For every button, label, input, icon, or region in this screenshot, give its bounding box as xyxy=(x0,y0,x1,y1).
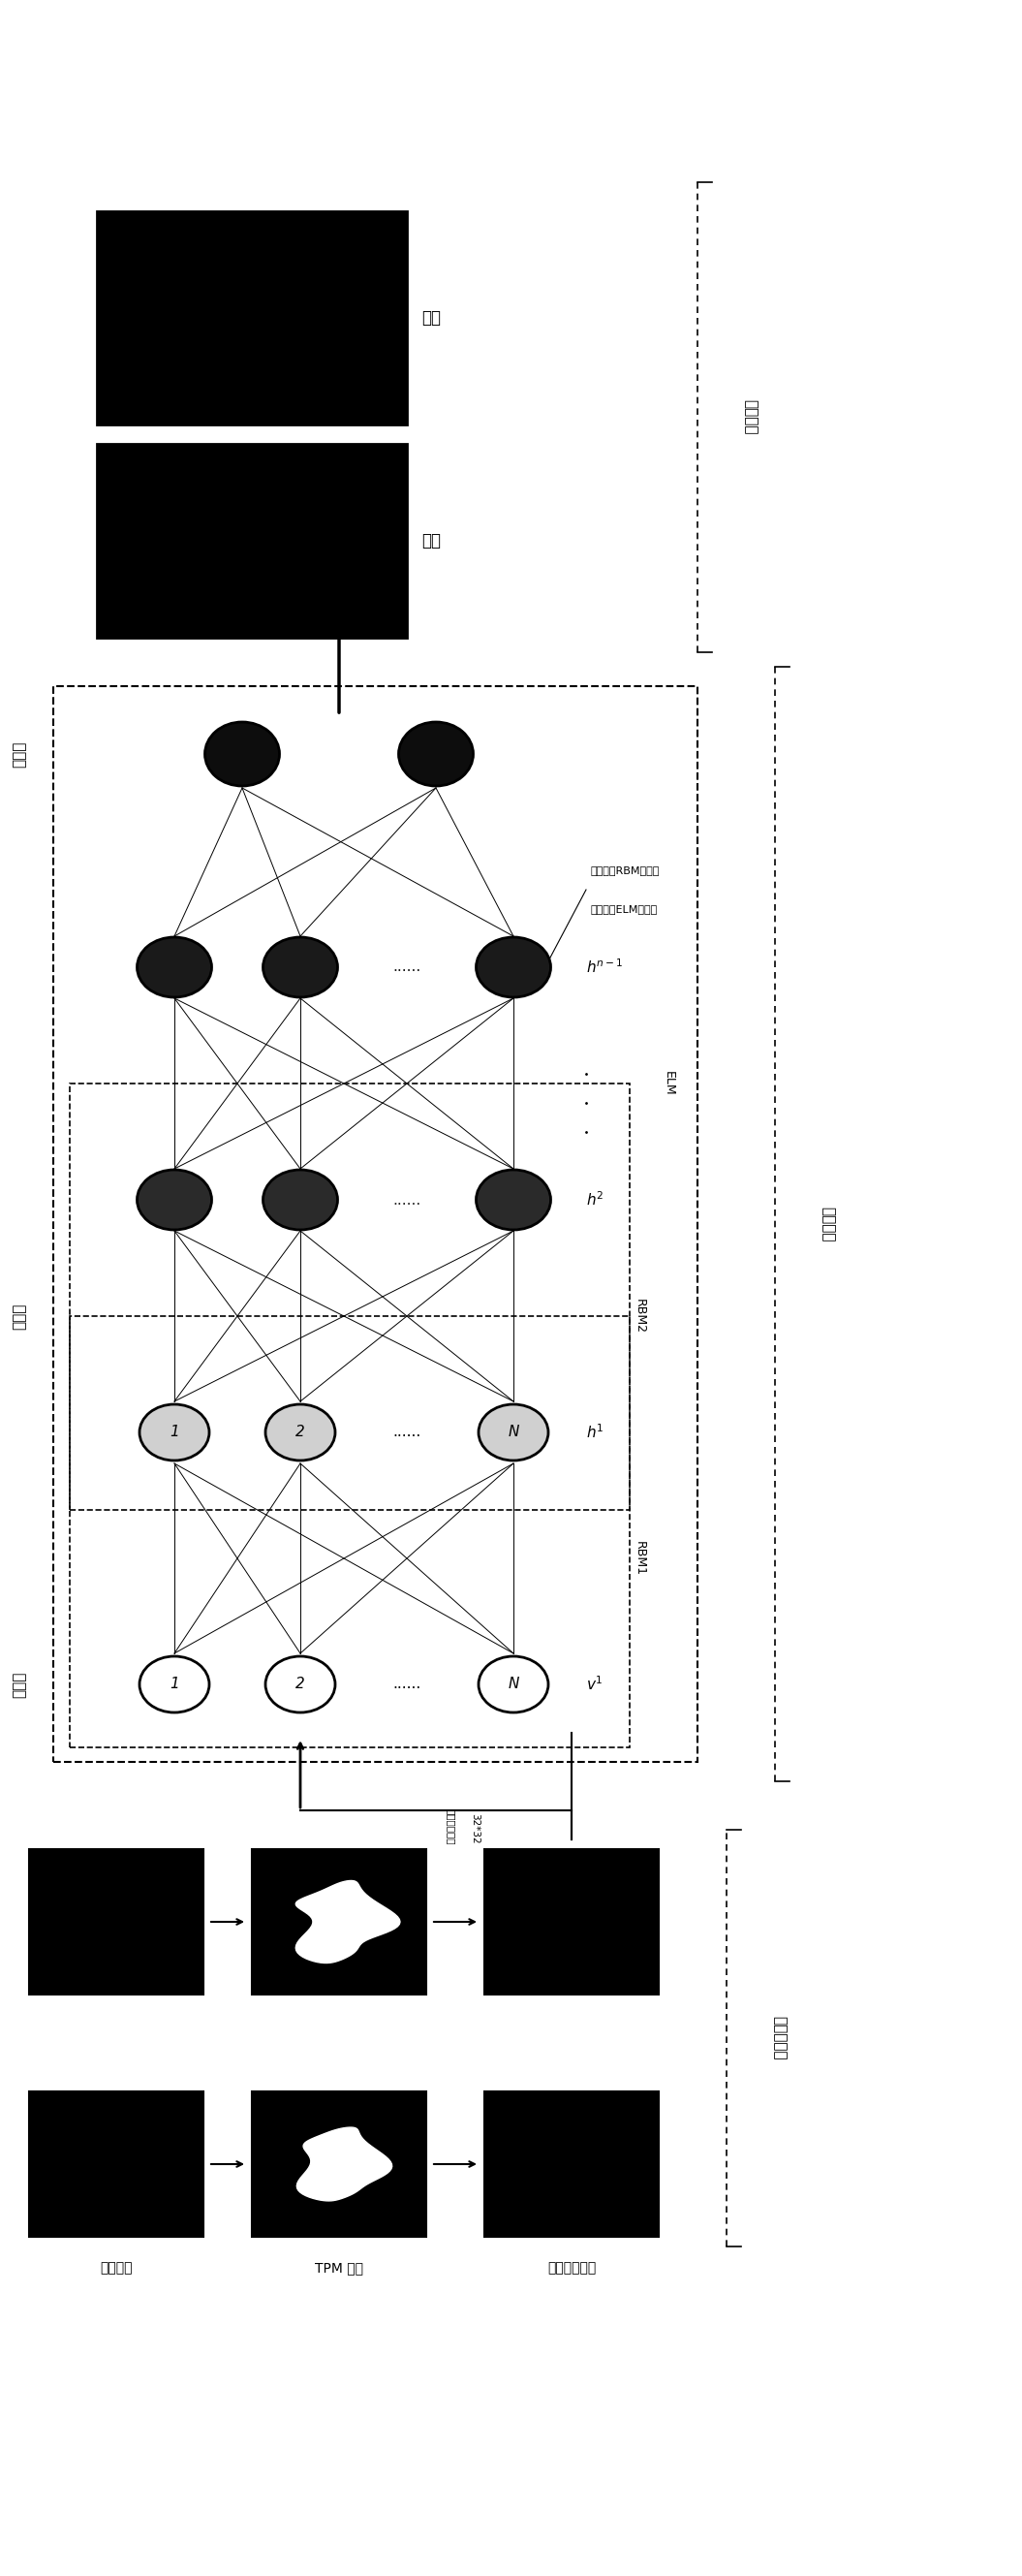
Bar xyxy=(484,2092,659,2236)
Ellipse shape xyxy=(476,1170,551,1229)
Text: 输入层: 输入层 xyxy=(12,1672,27,1698)
Text: RBM1: RBM1 xyxy=(633,1540,646,1577)
Bar xyxy=(97,211,407,425)
Bar xyxy=(251,2092,426,2236)
Text: 隐含层: 隐含层 xyxy=(12,1303,27,1329)
Text: 32*32: 32*32 xyxy=(470,1814,479,1844)
Ellipse shape xyxy=(137,1170,212,1229)
Ellipse shape xyxy=(263,1170,337,1229)
Bar xyxy=(29,2092,203,2236)
Text: TPM 分割: TPM 分割 xyxy=(315,2262,363,2275)
Ellipse shape xyxy=(478,1656,548,1713)
Text: 2: 2 xyxy=(295,1425,305,1440)
Ellipse shape xyxy=(266,1404,335,1461)
Text: ......: ...... xyxy=(392,1425,421,1440)
Ellipse shape xyxy=(139,1656,210,1713)
Text: 检测结果: 检测结果 xyxy=(743,399,758,435)
Text: 良性: 良性 xyxy=(421,309,440,327)
Bar xyxy=(484,1850,659,1994)
Ellipse shape xyxy=(399,721,473,786)
Text: $h^{n-1}$: $h^{n-1}$ xyxy=(586,958,623,976)
Text: 1: 1 xyxy=(170,1425,179,1440)
Text: 图像预处理: 图像预处理 xyxy=(773,2017,787,2061)
Text: $h^2$: $h^2$ xyxy=(586,1190,604,1208)
Ellipse shape xyxy=(478,1404,548,1461)
Text: ......: ...... xyxy=(392,961,421,974)
Ellipse shape xyxy=(137,938,212,997)
Text: ......: ...... xyxy=(392,1677,421,1692)
Ellipse shape xyxy=(263,938,337,997)
Text: N: N xyxy=(508,1677,519,1692)
Text: 恶性: 恶性 xyxy=(421,533,440,549)
Text: ......: ...... xyxy=(392,1193,421,1208)
Ellipse shape xyxy=(204,721,279,786)
Ellipse shape xyxy=(476,938,551,997)
Text: 2: 2 xyxy=(295,1677,305,1692)
Text: ELM: ELM xyxy=(662,1072,675,1095)
Bar xyxy=(251,1850,426,1994)
Text: 最后一个RBM的隐层: 最后一个RBM的隐层 xyxy=(591,866,660,876)
Text: 网络检测: 网络检测 xyxy=(821,1206,836,1242)
Text: 预处理后图像: 预处理后图像 xyxy=(547,2262,596,2275)
Text: 原始图像: 原始图像 xyxy=(100,2262,133,2275)
Text: 同时也是ELM的隐层: 同时也是ELM的隐层 xyxy=(591,904,658,914)
Text: 同一裁剪大小: 同一裁剪大小 xyxy=(446,1808,455,1844)
Ellipse shape xyxy=(266,1656,335,1713)
Text: 1: 1 xyxy=(170,1677,179,1692)
Ellipse shape xyxy=(139,1404,210,1461)
Text: $h^1$: $h^1$ xyxy=(586,1425,604,1443)
Text: N: N xyxy=(508,1425,519,1440)
Text: $v^1$: $v^1$ xyxy=(586,1674,603,1692)
Text: RBM2: RBM2 xyxy=(633,1298,646,1334)
Bar xyxy=(97,443,407,639)
Polygon shape xyxy=(295,1880,400,1963)
Polygon shape xyxy=(296,2128,392,2200)
Text: 输出层: 输出层 xyxy=(12,742,27,768)
Bar xyxy=(29,1850,203,1994)
